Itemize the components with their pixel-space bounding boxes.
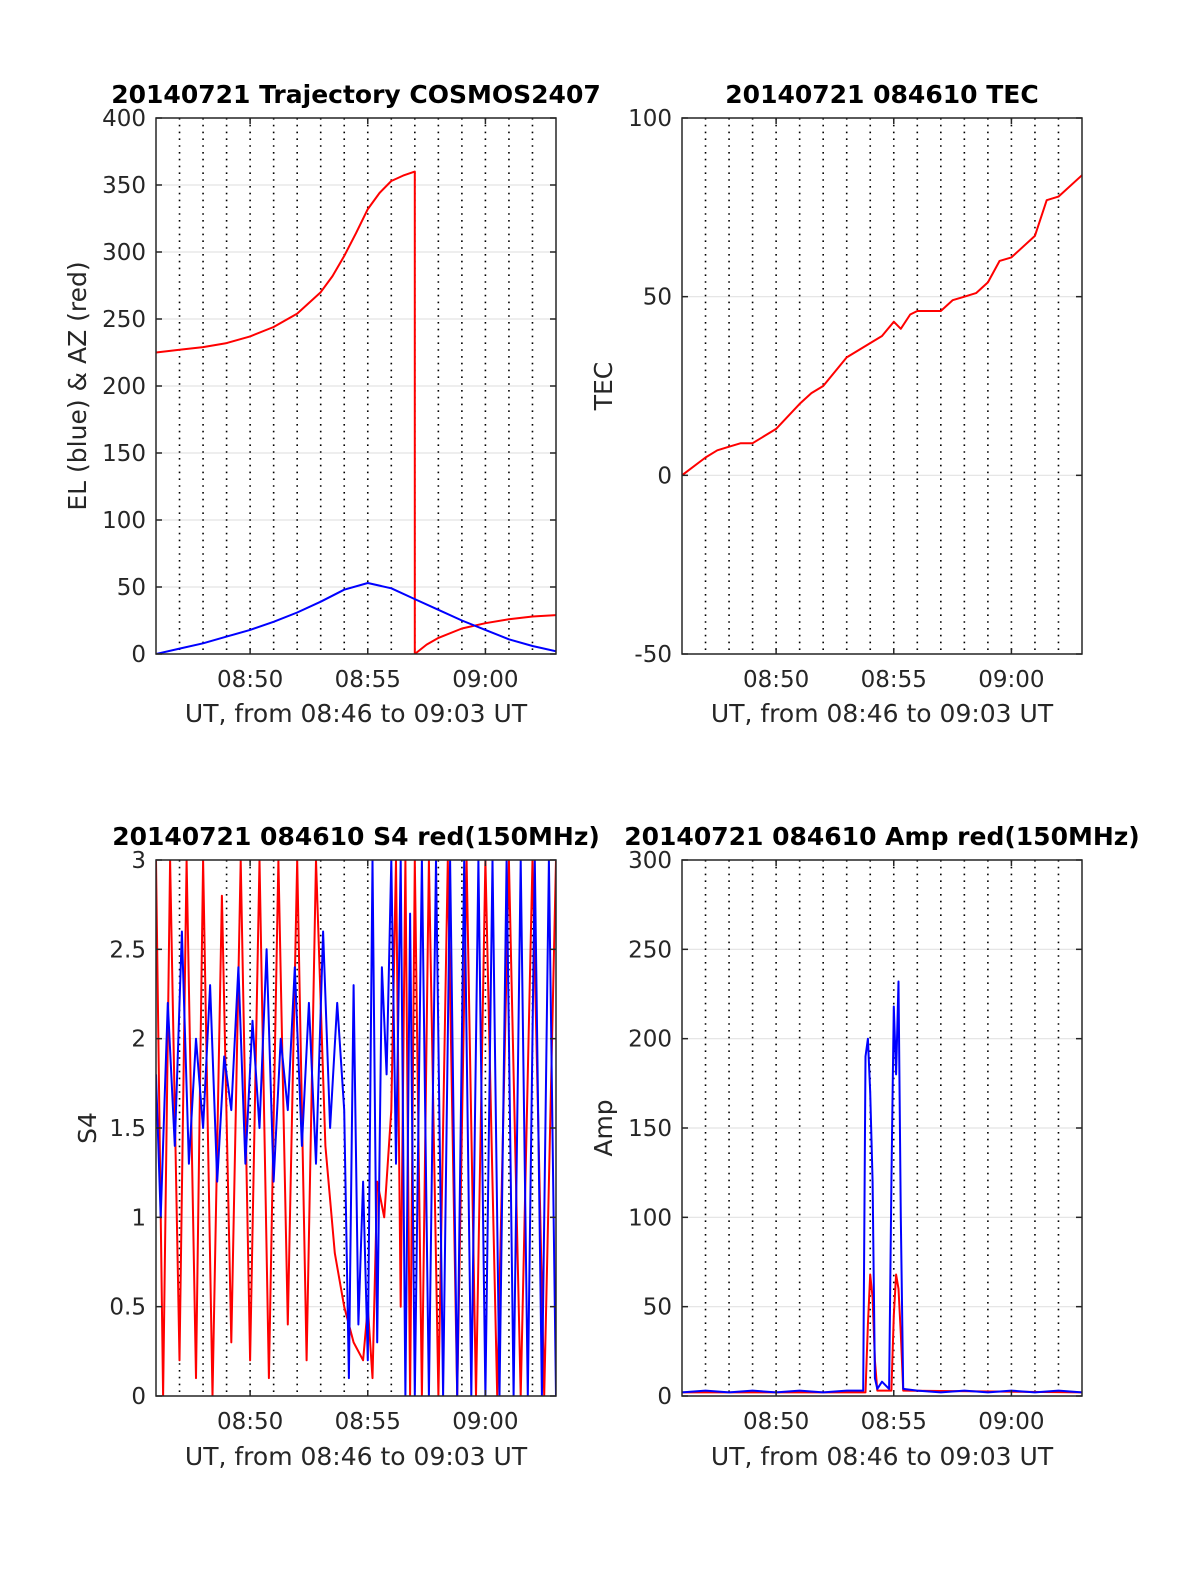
chart-trajectory: 20140721 Trajectory COSMOS2407 UT, from … — [63, 80, 601, 728]
y-tick-label: 2.5 — [109, 937, 146, 963]
series-line — [156, 170, 556, 654]
y-tick-label: 0 — [657, 463, 672, 489]
series-line — [156, 860, 556, 1396]
y-tick-label: 0.5 — [109, 1295, 146, 1321]
series-line — [682, 174, 1082, 477]
chart-title: 20140721 Trajectory COSMOS2407 — [111, 80, 601, 109]
y-axis-label: TEC — [589, 362, 618, 412]
x-tick-label: 08:50 — [743, 667, 809, 693]
y-tick-label: 350 — [102, 173, 146, 199]
x-tick-label: 09:00 — [978, 1409, 1044, 1435]
y-tick-label: 150 — [102, 441, 146, 467]
chart-title: 20140721 084610 TEC — [725, 80, 1038, 109]
x-tick-label: 09:00 — [452, 667, 518, 693]
chart-s4: 20140721 084610 S4 red(150MHz) UT, from … — [73, 822, 600, 1471]
y-tick-label: 250 — [102, 307, 146, 333]
y-tick-label: 0 — [131, 642, 146, 668]
series-line — [682, 980, 1082, 1394]
y-tick-label: 1 — [131, 1205, 146, 1231]
x-tick-label: 08:55 — [335, 1409, 401, 1435]
y-tick-label: 2 — [131, 1027, 146, 1053]
y-tick-label: 50 — [643, 285, 672, 311]
y-tick-label: 100 — [628, 106, 672, 132]
y-tick-label: 400 — [102, 106, 146, 132]
chart-title: 20140721 084610 Amp red(150MHz) — [624, 822, 1140, 851]
y-tick-label: 300 — [628, 848, 672, 874]
y-tick-label: 100 — [102, 508, 146, 534]
y-tick-label: 100 — [628, 1205, 672, 1231]
y-tick-label: 200 — [628, 1027, 672, 1053]
x-tick-label: 08:55 — [861, 1409, 927, 1435]
x-axis-label: UT, from 08:46 to 09:03 UT — [185, 1442, 528, 1471]
y-tick-label: 0 — [131, 1384, 146, 1410]
x-tick-label: 08:55 — [861, 667, 927, 693]
x-axis-label: UT, from 08:46 to 09:03 UT — [711, 1442, 1054, 1471]
y-tick-label: 1.5 — [109, 1116, 146, 1142]
x-axis-label: UT, from 08:46 to 09:03 UT — [711, 699, 1054, 728]
x-tick-label: 08:55 — [335, 667, 401, 693]
y-tick-label: 150 — [628, 1116, 672, 1142]
y-axis-label: Amp — [589, 1099, 618, 1156]
chart-title: 20140721 084610 S4 red(150MHz) — [112, 822, 600, 851]
x-tick-label: 09:00 — [978, 667, 1044, 693]
chart-tec: 20140721 084610 TEC UT, from 08:46 to 09… — [589, 80, 1083, 728]
x-tick-label: 08:50 — [217, 667, 283, 693]
y-tick-label: 50 — [117, 575, 146, 601]
axes-box — [681, 117, 1083, 655]
series-line — [156, 582, 556, 654]
y-tick-label: 3 — [131, 848, 146, 874]
y-tick-label: 250 — [628, 937, 672, 963]
series-line — [156, 860, 556, 1396]
y-tick-label: 50 — [643, 1295, 672, 1321]
x-axis-label: UT, from 08:46 to 09:03 UT — [185, 699, 528, 728]
series-line — [682, 1273, 1082, 1394]
y-axis-label: S4 — [73, 1112, 102, 1144]
y-tick-label: 0 — [657, 1384, 672, 1410]
y-tick-label: 200 — [102, 374, 146, 400]
y-tick-label: -50 — [634, 642, 672, 668]
chart-amp: 20140721 084610 Amp red(150MHz) UT, from… — [589, 822, 1140, 1471]
y-axis-label: EL (blue) & AZ (red) — [63, 261, 92, 510]
y-tick-label: 300 — [102, 240, 146, 266]
x-tick-label: 08:50 — [217, 1409, 283, 1435]
x-tick-label: 09:00 — [452, 1409, 518, 1435]
x-tick-label: 08:50 — [743, 1409, 809, 1435]
